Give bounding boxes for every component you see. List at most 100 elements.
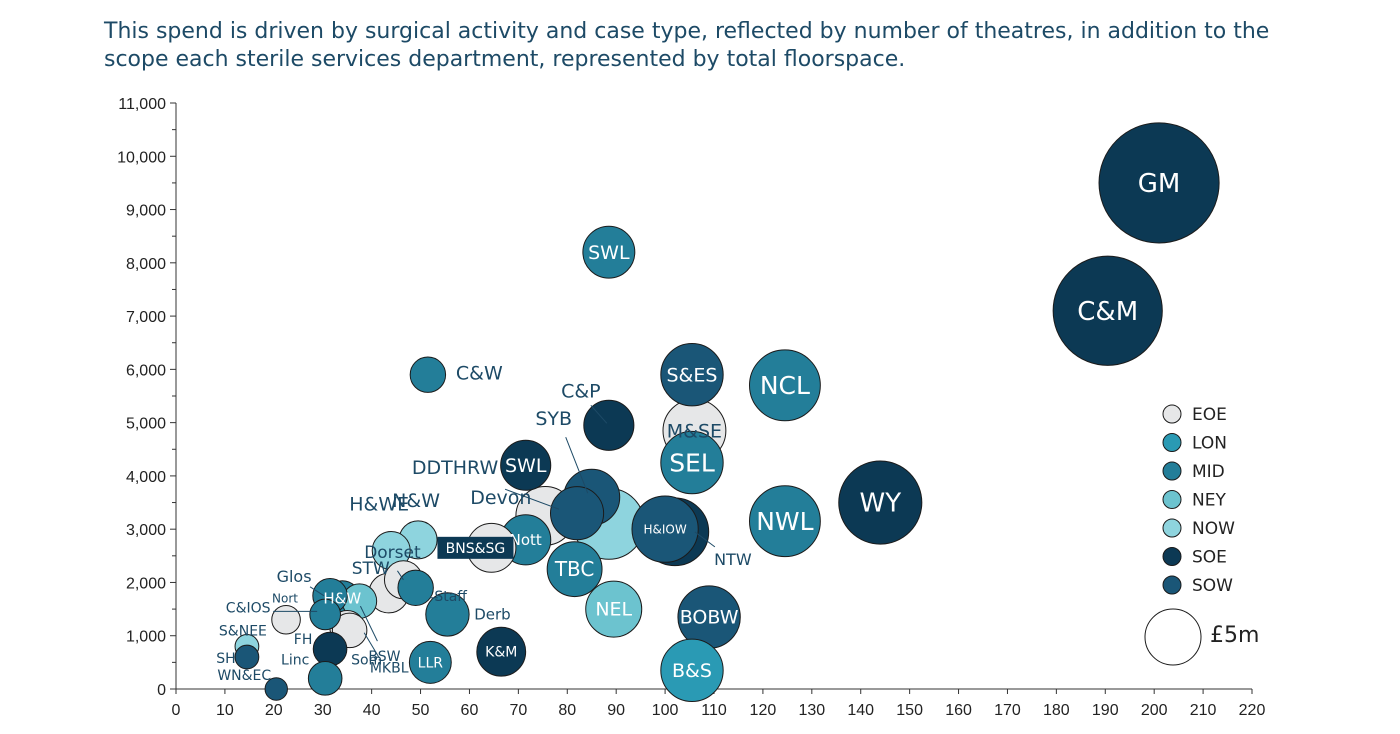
bubble-label-candios: C&IOS: [226, 600, 271, 616]
x-tick-label: 10: [216, 702, 234, 719]
legend-swatch-lon: [1162, 433, 1182, 452]
legend-label-sow: SOW: [1192, 576, 1233, 596]
x-tick-label: 200: [1141, 702, 1168, 719]
y-tick-label: 6,000: [126, 362, 166, 379]
legend-label-eoe: EOE: [1192, 405, 1227, 425]
bubble-label-staff: Staff: [434, 589, 467, 605]
x-tick-label: 80: [558, 702, 576, 719]
legend-label-ney: NEY: [1192, 491, 1226, 511]
legend-label-mid: MID: [1192, 462, 1225, 482]
bubble-label-ddthrw: DDTHRW: [412, 457, 499, 479]
bubble-nwl: [749, 485, 821, 558]
bubble-label-candm: C&M: [1077, 297, 1138, 327]
leader-line: [359, 605, 378, 642]
bubble-label-nort: Nort: [272, 592, 298, 606]
legend-swatch-sow: [1162, 575, 1182, 595]
bubble-label-box: [437, 536, 514, 559]
legend-swatch-mid: [1162, 461, 1182, 481]
legend-swatch-ney: [1162, 490, 1182, 509]
bubble-label-ncl: NCL: [760, 371, 810, 400]
legend-swatch-eoe: [1162, 404, 1182, 424]
bubble-series: [234, 122, 1220, 703]
x-tick-label: 30: [314, 702, 332, 719]
bubble-label-dorset: Dorset: [364, 543, 421, 563]
bubble-label-wnandec: WN&EC: [217, 668, 271, 684]
bubble-label-mkbl: MKBL: [370, 661, 409, 677]
leader-line: [590, 404, 608, 424]
x-tick-label: 130: [798, 702, 825, 719]
bubble-kandm: [476, 626, 527, 677]
x-tick-label: 220: [1239, 702, 1266, 719]
bubble-nort: [271, 604, 301, 635]
bubble-handiow: [631, 495, 699, 563]
bubble-label-handiow: H&IOW: [643, 522, 686, 536]
bubble-label-linc: Linc: [281, 652, 309, 668]
bubble-tbc: [546, 541, 603, 598]
bubble-staff: [397, 569, 434, 606]
bubble-gm: [1098, 122, 1220, 244]
bubble-llr: [408, 640, 452, 684]
bubble-bands: [660, 638, 724, 703]
bubble-swl: [582, 225, 636, 279]
y-tick-label: 9,000: [126, 203, 166, 220]
bubble-sandes: [660, 343, 724, 407]
bubble-candm: [1052, 255, 1163, 366]
bubble-label-som: Som: [351, 652, 382, 668]
x-tick-label: 70: [509, 702, 527, 719]
bubble-label-sh: SH: [216, 651, 235, 667]
intro-text: This spend is driven by surgical activit…: [104, 19, 1270, 72]
bubble-derb: [425, 592, 470, 637]
bubble-swl: [500, 439, 552, 491]
bubble-label-candw: C&W: [456, 363, 503, 385]
x-tick-label: 110: [701, 702, 727, 719]
bubble-label-derb: Derb: [474, 605, 510, 623]
bubble-label-handwe: H&WE: [349, 493, 409, 515]
leader-line: [309, 586, 325, 597]
size-key-bubble: [1144, 608, 1202, 666]
bubble-label-sandnee: S&NEE: [219, 623, 267, 639]
y-tick-label: 2,000: [126, 575, 166, 592]
leader-line: [565, 437, 589, 494]
bubble-label-swl: SWL: [588, 242, 630, 264]
bubble-wnandec: [264, 677, 288, 701]
bubble-linc: [307, 661, 343, 696]
bubble-label-wy: WY: [859, 489, 901, 519]
y-tick-label: 3,000: [126, 522, 166, 539]
y-tick-label: 8,000: [126, 256, 166, 273]
legend-label-soe: SOE: [1192, 548, 1227, 568]
y-tick-label: 0: [157, 682, 166, 699]
bubble-label-kandm: K&M: [485, 645, 517, 661]
x-tick-label: 60: [461, 702, 479, 719]
bubble-label-llr: LLR: [418, 655, 444, 671]
bubble-ncl: [749, 349, 821, 422]
bubble-candw: [409, 356, 447, 393]
bubble-sel: [660, 430, 724, 495]
bubble-label-devon: Devon: [470, 487, 531, 509]
x-tick-label: 140: [847, 702, 874, 719]
legend-label-now: NOW: [1192, 519, 1235, 539]
y-tick-label: 4,000: [126, 469, 166, 486]
bubble-label-gm: GM: [1138, 169, 1181, 199]
bubble-label-fh: FH: [294, 632, 313, 648]
x-tick-label: 120: [750, 702, 777, 719]
x-tick-label: 190: [1092, 702, 1119, 719]
leader-line: [397, 570, 404, 581]
bubble-label-syb: SYB: [535, 408, 572, 430]
x-tick-label: 0: [172, 702, 181, 719]
bubble-fh: [312, 631, 348, 667]
chart-axes: 0 10 20 30 40 50 60 70 80 90 100 110 120 130 140 150 160…: [117, 96, 1265, 719]
bubble-label-handw: H&W: [323, 590, 361, 608]
size-key-label: £5m: [1210, 623, 1259, 648]
x-tick-label: 150: [896, 702, 923, 719]
bubble-label-nel: NEL: [595, 599, 632, 621]
x-tick-label: 40: [363, 702, 381, 719]
x-tick-label: 210: [1190, 702, 1217, 719]
bubble-sh: [234, 644, 260, 670]
bubble-label-candp: C&P: [561, 380, 601, 402]
bubble-label-bnsandsg: BNS&SG: [446, 541, 506, 557]
bubble-label-nandw: N&W: [392, 490, 440, 512]
bubble-candp: [583, 399, 635, 451]
bubble-wy: [838, 460, 923, 545]
bubble-label-stw: STW: [352, 559, 390, 579]
bubble-label-bobw: BOBW: [680, 607, 739, 629]
